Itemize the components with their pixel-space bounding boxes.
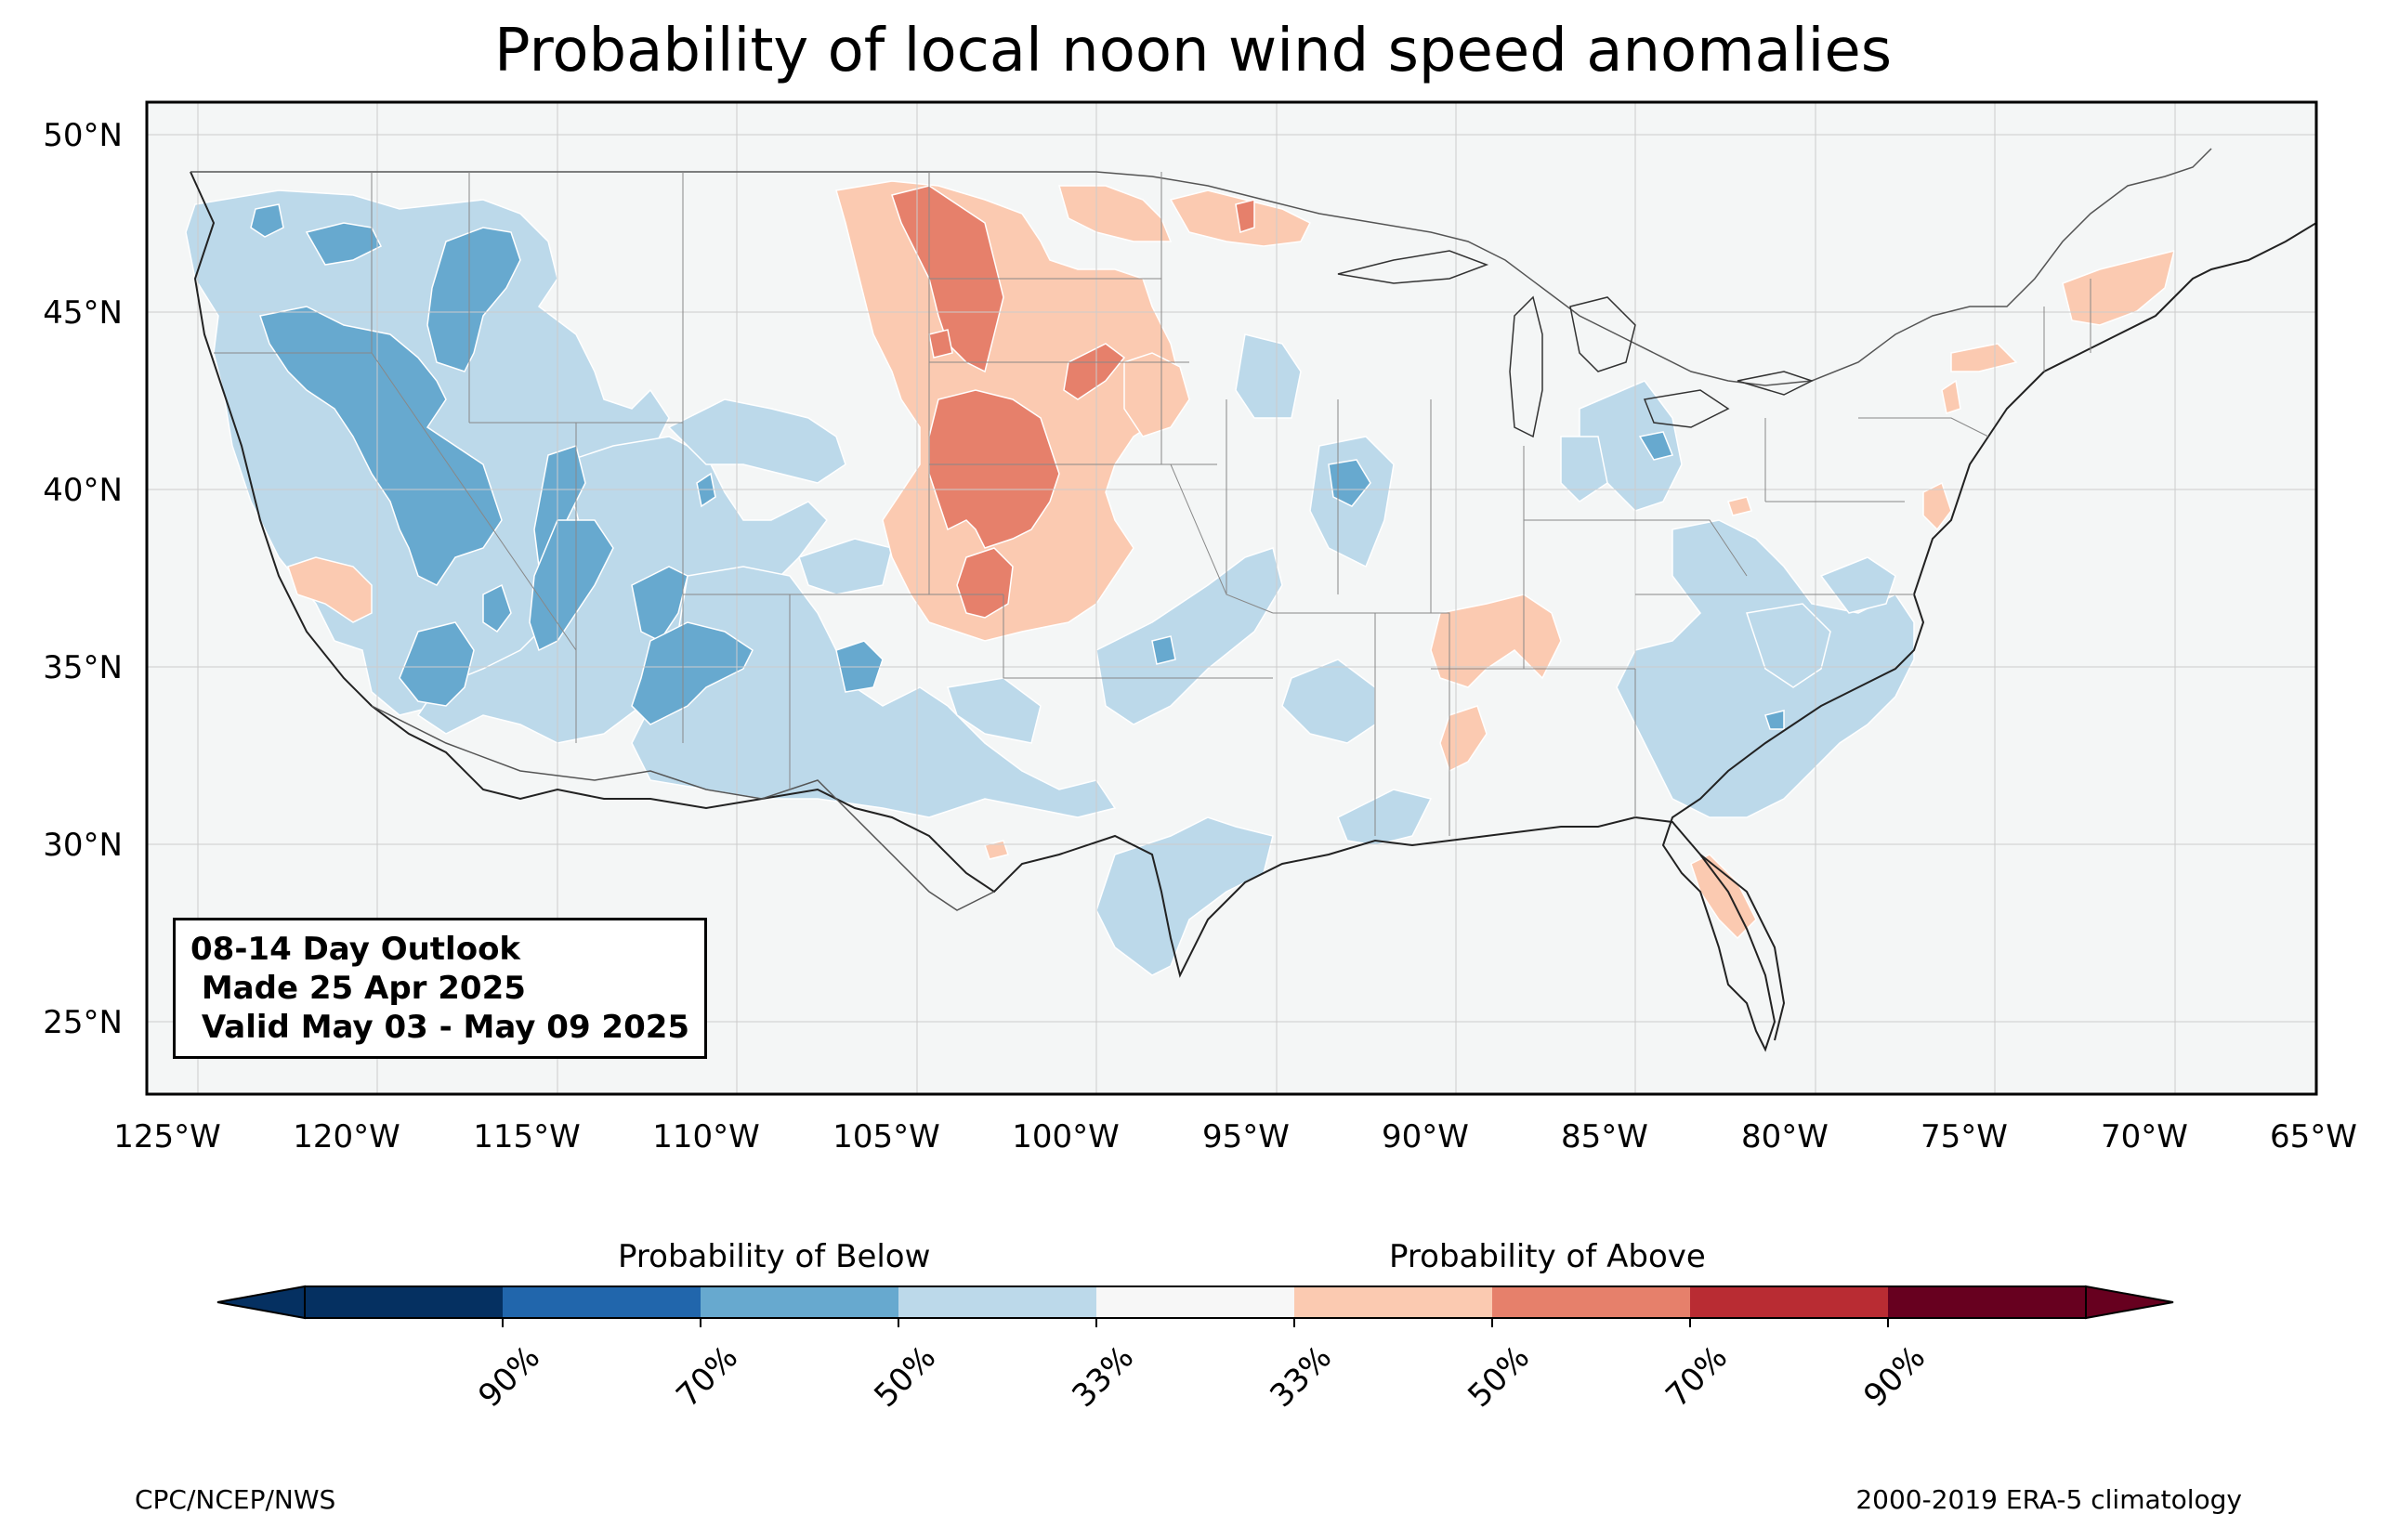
colorbar-tick-4: 33% (1263, 1338, 1339, 1415)
lon-tick-115: 115°W (473, 1118, 581, 1155)
colorbar-tick-3: 33% (1065, 1338, 1141, 1415)
map-frame (145, 100, 2318, 1096)
colorbar-above-label: Probability of Above (1389, 1238, 1706, 1275)
lat-tick-45: 45°N (43, 294, 123, 332)
lon-tick-75: 75°W (1921, 1118, 2008, 1155)
colorbar-segment-1 (503, 1286, 701, 1318)
colorbar-segment-2 (701, 1286, 898, 1318)
map-title: Probability of local noon wind speed ano… (493, 17, 1893, 85)
lon-tick-90: 90°W (1382, 1118, 1469, 1155)
lon-tick-125: 125°W (113, 1118, 221, 1155)
lat-ticks: 50°N 45°N 40°N 35°N 30°N 25°N (43, 117, 123, 1041)
lat-tick-40: 40°N (43, 472, 123, 509)
colorbar-tick-6: 70% (1658, 1338, 1735, 1415)
lon-tick-80: 80°W (1741, 1118, 1829, 1155)
colorbar-tick-0: 90% (471, 1338, 547, 1415)
lon-tick-105: 105°W (832, 1118, 940, 1155)
colorbar: 90% 70% 50% 33% 33% 50% 70% 90% (216, 1285, 2174, 1415)
colorbar-tick-7: 90% (1856, 1338, 1933, 1415)
colorbar-tick-2: 50% (867, 1338, 943, 1415)
colorbar-segment-3 (898, 1286, 1096, 1318)
colorbar-segment-7 (1690, 1286, 1888, 1318)
lon-tick-110: 110°W (652, 1118, 760, 1155)
lon-tick-70: 70°W (2101, 1118, 2188, 1155)
credit-right: 2000-2019 ERA-5 climatology (1855, 1484, 2242, 1515)
info-line-3: Valid May 03 - May 09 2025 (190, 1009, 690, 1046)
lon-ticks: 125°W 120°W 115°W 110°W 105°W 100°W 95°W… (113, 1118, 2357, 1155)
lat-tick-30: 30°N (43, 827, 123, 864)
outlook-info-box: 08-14 Day Outlook Made 25 Apr 2025 Valid… (173, 918, 708, 1059)
colorbar-segment-0 (305, 1286, 503, 1318)
colorbar-segment-6 (1492, 1286, 1690, 1318)
info-line-1: 08-14 Day Outlook (190, 931, 521, 968)
colorbar-below-label: Probability of Below (618, 1238, 931, 1275)
lon-tick-95: 95°W (1202, 1118, 1290, 1155)
lat-tick-50: 50°N (43, 117, 123, 154)
lon-tick-85: 85°W (1561, 1118, 1648, 1155)
colorbar-max-arrow (2085, 1285, 2174, 1320)
credit-left: CPC/NCEP/NWS (135, 1484, 336, 1515)
colorbar-segment-8 (1888, 1286, 2086, 1318)
lon-tick-65: 65°W (2270, 1118, 2357, 1155)
colorbar-segment-4 (1096, 1286, 1294, 1318)
colorbar-tick-5: 50% (1461, 1338, 1537, 1415)
lon-tick-120: 120°W (293, 1118, 400, 1155)
lat-tick-35: 35°N (43, 649, 123, 686)
below-50-regions (250, 203, 1785, 730)
basemap-lines (147, 102, 2316, 1094)
lon-tick-100: 100°W (1012, 1118, 1120, 1155)
info-line-2: Made 25 Apr 2025 (190, 970, 526, 1007)
colorbar-min-arrow (216, 1285, 306, 1320)
colorbar-tick-1: 70% (669, 1338, 745, 1415)
lat-tick-25: 25°N (43, 1004, 123, 1041)
colorbar-segment-5 (1294, 1286, 1492, 1318)
